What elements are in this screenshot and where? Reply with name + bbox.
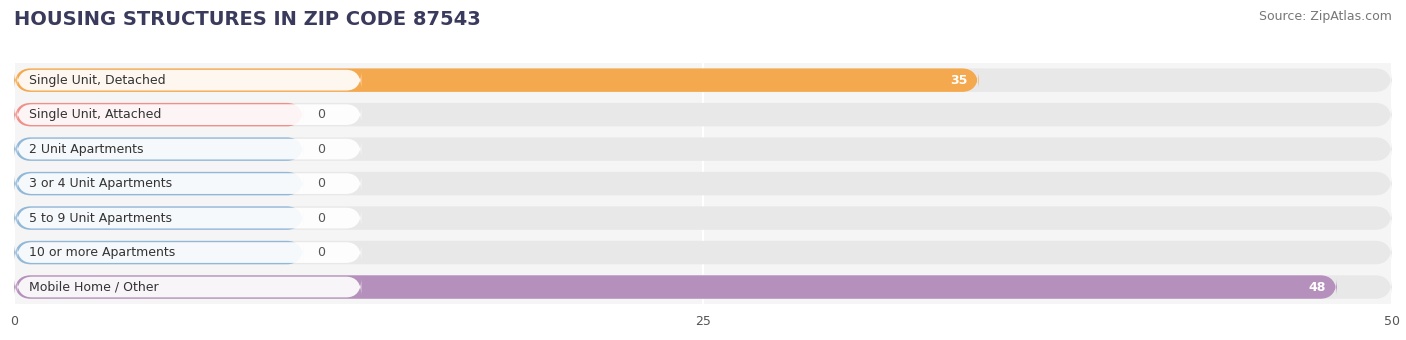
FancyBboxPatch shape — [14, 206, 1392, 230]
Text: 48: 48 — [1309, 280, 1326, 293]
Bar — [14, 97, 1392, 132]
Text: Mobile Home / Other: Mobile Home / Other — [30, 280, 159, 293]
Bar — [14, 166, 1392, 201]
FancyBboxPatch shape — [14, 137, 1392, 161]
FancyBboxPatch shape — [14, 275, 1392, 299]
FancyBboxPatch shape — [17, 70, 361, 90]
Bar — [14, 270, 1392, 304]
Text: 5 to 9 Unit Apartments: 5 to 9 Unit Apartments — [30, 211, 172, 225]
FancyBboxPatch shape — [17, 173, 361, 194]
Text: 0: 0 — [318, 177, 325, 190]
FancyBboxPatch shape — [14, 241, 304, 264]
FancyBboxPatch shape — [14, 241, 1392, 264]
Bar — [14, 132, 1392, 166]
FancyBboxPatch shape — [14, 103, 304, 126]
Bar — [14, 235, 1392, 270]
Bar — [14, 201, 1392, 235]
FancyBboxPatch shape — [14, 68, 979, 92]
Text: HOUSING STRUCTURES IN ZIP CODE 87543: HOUSING STRUCTURES IN ZIP CODE 87543 — [14, 10, 481, 29]
Text: 35: 35 — [950, 74, 967, 87]
FancyBboxPatch shape — [14, 68, 1392, 92]
FancyBboxPatch shape — [14, 103, 1392, 126]
FancyBboxPatch shape — [17, 242, 361, 263]
FancyBboxPatch shape — [17, 104, 361, 125]
FancyBboxPatch shape — [14, 172, 304, 195]
Text: 10 or more Apartments: 10 or more Apartments — [30, 246, 176, 259]
FancyBboxPatch shape — [17, 208, 361, 228]
FancyBboxPatch shape — [14, 172, 1392, 195]
FancyBboxPatch shape — [17, 277, 361, 298]
Text: Single Unit, Attached: Single Unit, Attached — [30, 108, 162, 121]
Text: 0: 0 — [318, 211, 325, 225]
Text: Source: ZipAtlas.com: Source: ZipAtlas.com — [1258, 10, 1392, 23]
Text: 2 Unit Apartments: 2 Unit Apartments — [30, 142, 143, 156]
Text: 0: 0 — [318, 142, 325, 156]
FancyBboxPatch shape — [14, 275, 1337, 299]
Text: 0: 0 — [318, 108, 325, 121]
FancyBboxPatch shape — [14, 137, 304, 161]
FancyBboxPatch shape — [17, 139, 361, 159]
Text: 3 or 4 Unit Apartments: 3 or 4 Unit Apartments — [30, 177, 173, 190]
Text: 0: 0 — [318, 246, 325, 259]
FancyBboxPatch shape — [14, 206, 304, 230]
Text: Single Unit, Detached: Single Unit, Detached — [30, 74, 166, 87]
Bar — [14, 63, 1392, 97]
